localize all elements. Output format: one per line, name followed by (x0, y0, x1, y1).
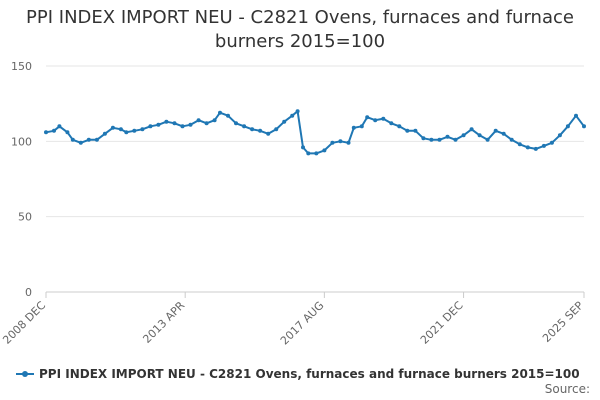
chart-title: PPI INDEX IMPORT NEU - C2821 Ovens, furn… (26, 7, 574, 52)
data-point[interactable] (453, 137, 458, 142)
source-label: Source: (544, 382, 590, 396)
data-point[interactable] (124, 130, 129, 135)
data-point[interactable] (274, 127, 279, 132)
data-point[interactable] (330, 140, 335, 145)
data-point[interactable] (346, 140, 351, 145)
x-tick-label: 2017 AUG (278, 299, 327, 348)
data-point[interactable] (132, 128, 137, 133)
data-point[interactable] (212, 118, 217, 123)
data-point[interactable] (102, 131, 107, 136)
data-point[interactable] (314, 151, 319, 156)
data-point[interactable] (118, 127, 123, 132)
data-point[interactable] (405, 128, 410, 133)
data-point[interactable] (485, 137, 490, 142)
data-point[interactable] (541, 143, 546, 148)
data-point[interactable] (582, 124, 586, 129)
data-point[interactable] (301, 145, 305, 150)
data-point[interactable] (258, 128, 263, 133)
data-point[interactable] (86, 137, 91, 142)
data-point[interactable] (204, 121, 209, 126)
data-point[interactable] (65, 130, 70, 135)
data-point[interactable] (549, 140, 554, 145)
data-point[interactable] (565, 124, 570, 129)
data-point[interactable] (445, 134, 450, 139)
y-tick-label: 0 (25, 286, 32, 299)
y-tick-label: 100 (11, 135, 32, 148)
data-point[interactable] (180, 124, 185, 129)
data-point[interactable] (469, 127, 474, 132)
data-point[interactable] (421, 136, 426, 141)
data-point[interactable] (188, 122, 193, 127)
data-point[interactable] (381, 116, 386, 121)
y-tick-label: 50 (18, 211, 32, 224)
data-point[interactable] (52, 128, 56, 133)
data-point[interactable] (477, 133, 482, 138)
legend[interactable]: PPI INDEX IMPORT NEU - C2821 Ovens, furn… (16, 365, 580, 383)
data-point[interactable] (57, 124, 62, 129)
data-point[interactable] (501, 131, 506, 136)
data-point[interactable] (413, 128, 418, 133)
x-tick-label: 2013 APR (140, 299, 187, 346)
data-point[interactable] (517, 142, 522, 147)
data-point[interactable] (266, 131, 271, 136)
data-point[interactable] (359, 124, 364, 129)
data-point[interactable] (164, 119, 169, 124)
data-point[interactable] (242, 124, 247, 129)
data-point[interactable] (218, 110, 222, 115)
data-point[interactable] (429, 137, 434, 142)
data-point[interactable] (156, 122, 161, 127)
data-point[interactable] (351, 125, 356, 130)
data-point[interactable] (172, 121, 177, 126)
grid-lines (46, 65, 584, 293)
data-point[interactable] (461, 133, 466, 138)
x-tick-label: 2025 SEP (540, 299, 586, 345)
data-point[interactable] (525, 145, 530, 150)
data-point[interactable] (389, 121, 394, 126)
data-point[interactable] (226, 113, 230, 118)
data-point[interactable] (306, 151, 311, 156)
data-point[interactable] (196, 118, 201, 123)
data-point[interactable] (557, 133, 562, 138)
data-point[interactable] (290, 113, 295, 118)
data-point[interactable] (437, 137, 442, 142)
legend-series-label: PPI INDEX IMPORT NEU - C2821 Ovens, furn… (39, 367, 580, 381)
data-point[interactable] (234, 121, 238, 126)
data-point[interactable] (44, 130, 48, 135)
y-tick-label: 150 (11, 60, 32, 73)
data-point[interactable] (338, 139, 343, 144)
legend-series-icon (16, 369, 34, 379)
data-point[interactable] (509, 137, 514, 142)
data-point[interactable] (493, 128, 498, 133)
data-point[interactable] (533, 146, 538, 151)
data-point[interactable] (282, 119, 287, 124)
data-point[interactable] (574, 113, 578, 118)
data-point[interactable] (397, 124, 402, 129)
data-point[interactable] (373, 118, 378, 123)
data-point[interactable] (140, 127, 145, 132)
x-tick-label: 2021 DEC (418, 299, 466, 347)
data-point[interactable] (78, 140, 83, 145)
data-point[interactable] (94, 137, 99, 142)
data-point[interactable] (322, 148, 327, 153)
data-point[interactable] (148, 124, 153, 129)
data-point[interactable] (250, 127, 255, 132)
x-axis: 2008 DEC 2013 APR 2017 AUG 2021 DEC 2025 SEP (0, 292, 586, 347)
data-point[interactable] (295, 109, 300, 114)
data-point[interactable] (70, 137, 75, 142)
series-line (44, 109, 586, 156)
data-point[interactable] (365, 115, 370, 120)
x-tick-label: 2008 DEC (0, 299, 48, 347)
y-axis: 0 50 100 150 (11, 60, 32, 299)
data-point[interactable] (110, 125, 115, 130)
